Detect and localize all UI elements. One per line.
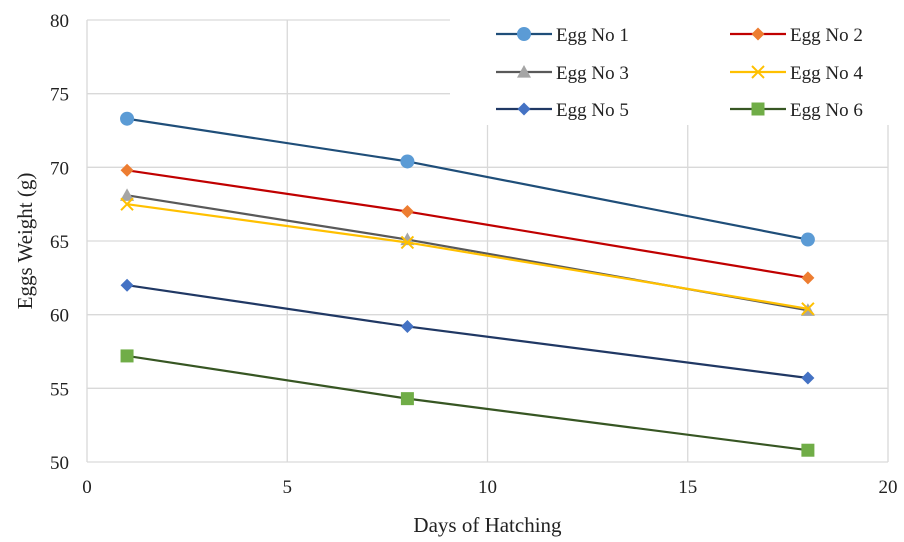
legend-label: Egg No 2 xyxy=(790,25,863,46)
y-tick-label: 80 xyxy=(50,11,69,32)
legend-label: Egg No 6 xyxy=(790,100,863,121)
y-tick-label: 50 xyxy=(50,453,69,474)
legend-label: Egg No 1 xyxy=(556,25,629,46)
x-tick-label: 5 xyxy=(283,477,293,498)
legend-marker xyxy=(751,65,765,79)
legend-marker xyxy=(517,65,531,78)
series-line xyxy=(126,354,809,452)
y-tick-label: 70 xyxy=(50,158,69,179)
x-tick-label: 20 xyxy=(879,477,898,498)
data-point xyxy=(120,163,134,177)
data-point xyxy=(120,111,135,126)
legend-marker xyxy=(751,27,765,41)
data-point xyxy=(801,371,815,385)
series-layer xyxy=(120,111,815,457)
legend-label: Egg No 4 xyxy=(790,63,863,84)
legend-item-5: Egg No 5 xyxy=(496,100,629,121)
series-1 xyxy=(120,111,815,247)
data-point xyxy=(400,319,414,333)
legend: Egg No 1 Egg No 2 Egg No 3 Egg No 4 Egg No 5… xyxy=(450,10,890,125)
legend-item-4: Egg No 4 xyxy=(730,63,863,84)
data-point xyxy=(400,235,415,250)
data-point xyxy=(801,271,815,285)
legend-item-2: Egg No 2 xyxy=(730,25,863,46)
x-tick-label: 10 xyxy=(478,477,497,498)
series-4 xyxy=(120,197,815,316)
x-axis-title: Days of Hatching xyxy=(413,513,562,537)
series-line xyxy=(126,169,809,279)
legend-marker xyxy=(517,102,531,116)
axes: 50 55 60 65 70 75 80 0 5 10 15 20 xyxy=(50,11,898,498)
legend-item-1: Egg No 1 xyxy=(496,25,629,46)
data-point xyxy=(800,232,815,247)
data-point xyxy=(120,197,134,211)
x-tick-label: 0 xyxy=(82,477,92,498)
series-6 xyxy=(120,349,815,457)
legend-marker xyxy=(517,27,531,41)
legend-item-6: Egg No 6 xyxy=(730,100,863,121)
legend-label: Egg No 5 xyxy=(556,100,629,121)
legend-label: Egg No 3 xyxy=(556,63,629,84)
y-tick-label: 75 xyxy=(50,85,69,106)
legend-item-3: Egg No 3 xyxy=(496,63,629,84)
data-point xyxy=(120,278,134,292)
series-5 xyxy=(120,278,815,385)
data-point xyxy=(400,392,414,406)
data-point xyxy=(400,154,415,169)
legend-marker xyxy=(751,102,765,116)
series-line xyxy=(126,284,809,380)
y-tick-label: 60 xyxy=(50,306,69,327)
y-tick-label: 55 xyxy=(50,379,69,400)
data-point xyxy=(801,302,815,316)
series-2 xyxy=(120,163,815,285)
x-tick-label: 15 xyxy=(678,477,697,498)
data-point xyxy=(120,349,134,363)
data-point xyxy=(120,188,135,201)
y-tick-label: 65 xyxy=(50,232,69,253)
data-point xyxy=(801,443,815,457)
y-axis-title: Eggs Weight (g) xyxy=(13,173,37,310)
data-point xyxy=(400,205,414,219)
